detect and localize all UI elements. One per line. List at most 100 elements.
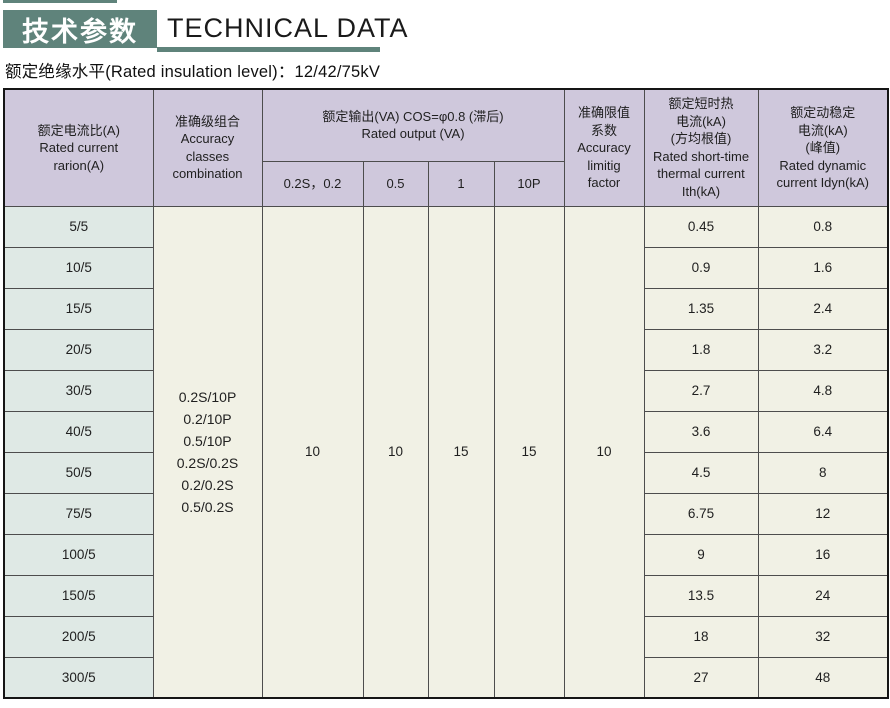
- table-row: 75/5 6.75 12: [3, 492, 889, 535]
- combo-line: 0.5/0.2S: [181, 498, 234, 515]
- table-row: 10/5 0.9 1.6: [3, 246, 889, 289]
- header-line: Rated short-time: [652, 148, 750, 164]
- dynamic-current-cell: 6.4: [757, 410, 889, 453]
- dynamic-current-cell: 2.4: [757, 287, 889, 330]
- dynamic-current-cell: 32: [757, 615, 889, 658]
- combo-line: 0.2/0.2S: [181, 476, 234, 493]
- dynamic-current-cell: 24: [757, 574, 889, 617]
- page-title-en: TECHNICAL DATA: [167, 13, 409, 43]
- header-line: Ith(kA): [681, 183, 721, 199]
- dynamic-current-cell: 1.6: [757, 246, 889, 289]
- table-row: 5/5 0.2S/10P 0.2/10P 0.5/10P 0.2S/0.2S 0…: [3, 205, 889, 699]
- ratio-cell: 30/5: [3, 369, 154, 412]
- header-current-ratio: 额定电流比(A) Rated current rarion(A): [3, 88, 154, 207]
- output-value-02s-cell: 10: [261, 205, 364, 699]
- ratio-cell: 40/5: [3, 410, 154, 453]
- table-row: 15/5 1.35 2.4: [3, 287, 889, 330]
- combo-line: 0.2S/0.2S: [176, 454, 239, 471]
- thermal-current-cell: 2.7: [643, 369, 759, 412]
- table-row: 150/5 13.5 24: [3, 574, 889, 617]
- dynamic-current-cell: 0.8: [757, 205, 889, 248]
- ratio-cell: 150/5: [3, 574, 154, 617]
- dynamic-current-cell: 16: [757, 533, 889, 576]
- ratio-cell: 5/5: [3, 205, 154, 248]
- output-value-10p-cell: 15: [493, 205, 565, 699]
- ratio-cell: 15/5: [3, 287, 154, 330]
- thermal-current-cell: 18: [643, 615, 759, 658]
- header-line: (峰值): [805, 140, 841, 155]
- header-line: 电流(kA): [676, 113, 726, 129]
- thermal-current-cell: 13.5: [643, 574, 759, 617]
- subheader-class-10p: 10P: [493, 160, 565, 207]
- header-line: 额定短时热: [668, 96, 734, 112]
- accuracy-combination-cell: 0.2S/10P 0.2/10P 0.5/10P 0.2S/0.2S 0.2/0…: [152, 205, 263, 699]
- ratio-cell: 300/5: [3, 656, 154, 699]
- header-line: 系数: [590, 122, 617, 138]
- header-line: thermal current: [657, 166, 745, 182]
- header-line: 额定动稳定: [790, 105, 856, 120]
- header-line: Accuracy: [577, 140, 631, 155]
- header-line: rarion(A): [53, 157, 105, 173]
- thermal-current-cell: 6.75: [643, 492, 759, 535]
- ratio-cell: 100/5: [3, 533, 154, 576]
- header-line: current Idyn(kA): [776, 175, 869, 190]
- ratio-cell: 10/5: [3, 246, 154, 289]
- thermal-current-cell: 27: [643, 656, 759, 699]
- header-line: 额定电流比(A): [37, 122, 120, 138]
- dynamic-current-cell: 4.8: [757, 369, 889, 412]
- thermal-current-cell: 0.45: [643, 205, 759, 248]
- page-title-zh: 技术参数: [22, 16, 138, 47]
- thermal-current-cell: 1.35: [643, 287, 759, 330]
- thermal-current-cell: 9: [643, 533, 759, 576]
- table-row: 300/5 27 48: [3, 656, 889, 699]
- table-row: 100/5 9 16: [3, 533, 889, 576]
- header-line: 电流(kA): [797, 122, 848, 138]
- ratio-cell: 50/5: [3, 451, 154, 494]
- header-line: combination: [172, 166, 243, 182]
- thermal-current-cell: 0.9: [643, 246, 759, 289]
- ratio-cell: 75/5: [3, 492, 154, 535]
- table-row: 20/5 1.8 3.2: [3, 328, 889, 371]
- header-line: (方均根值): [670, 131, 732, 147]
- limit-factor-cell: 10: [563, 205, 645, 699]
- header-line: Rated dynamic: [779, 157, 867, 173]
- header-line: classes: [185, 148, 230, 164]
- technical-data-table: 额定电流比(A) Rated current rarion(A) 准确级组合 A…: [3, 88, 889, 699]
- thermal-current-cell: 4.5: [643, 451, 759, 494]
- header-line: limitig: [587, 157, 621, 173]
- header-line: Accuracy: [180, 131, 235, 147]
- header-line: Rated current: [39, 140, 119, 155]
- header-line: 额定输出(VA) COS=φ0.8 (滞后): [322, 108, 504, 124]
- header-dynamic-current: 额定动稳定 电流(kA) (峰值) Rated dynamic current …: [757, 88, 889, 207]
- dynamic-current-cell: 12: [757, 492, 889, 535]
- combo-line: 0.2/10P: [183, 410, 232, 427]
- subheader-class-05: 0.5: [362, 160, 429, 207]
- ratio-cell: 200/5: [3, 615, 154, 658]
- header-short-time-thermal-current: 额定短时热 电流(kA) (方均根值) Rated short-time the…: [643, 88, 759, 207]
- header-line: factor: [587, 175, 621, 190]
- output-value-1-cell: 15: [427, 205, 495, 699]
- thermal-current-cell: 3.6: [643, 410, 759, 453]
- output-value-05-cell: 10: [362, 205, 429, 699]
- header-accuracy-limit-factor: 准确限值 系数 Accuracy limitig factor: [563, 88, 645, 207]
- header-rated-output: 额定输出(VA) COS=φ0.8 (滞后) Rated output (VA): [261, 88, 565, 162]
- dynamic-current-cell: 48: [757, 656, 889, 699]
- title-underline: [157, 47, 380, 52]
- header-line: 准确级组合: [174, 113, 240, 129]
- combo-line: 0.2S/10P: [178, 388, 237, 405]
- header-line: Rated output (VA): [361, 126, 465, 142]
- dynamic-current-cell: 8: [757, 451, 889, 494]
- header-line: 准确限值: [577, 105, 630, 120]
- header-accuracy-classes: 准确级组合 Accuracy classes combination: [152, 88, 263, 207]
- subheader-class-02s-02: 0.2S，0.2: [261, 160, 364, 207]
- decorative-teal-strip: [3, 0, 117, 3]
- table-row: 30/5 2.7 4.8: [3, 369, 889, 412]
- table-row: 40/5 3.6 6.4: [3, 410, 889, 453]
- insulation-level-subtitle: 额定绝缘水平(Rated insulation level)：12/42/75k…: [5, 63, 381, 81]
- thermal-current-cell: 1.8: [643, 328, 759, 371]
- subheader-class-1: 1: [427, 160, 495, 207]
- dynamic-current-cell: 3.2: [757, 328, 889, 371]
- combo-line: 0.5/10P: [183, 432, 232, 449]
- page-title-box: 技术参数: [3, 10, 157, 48]
